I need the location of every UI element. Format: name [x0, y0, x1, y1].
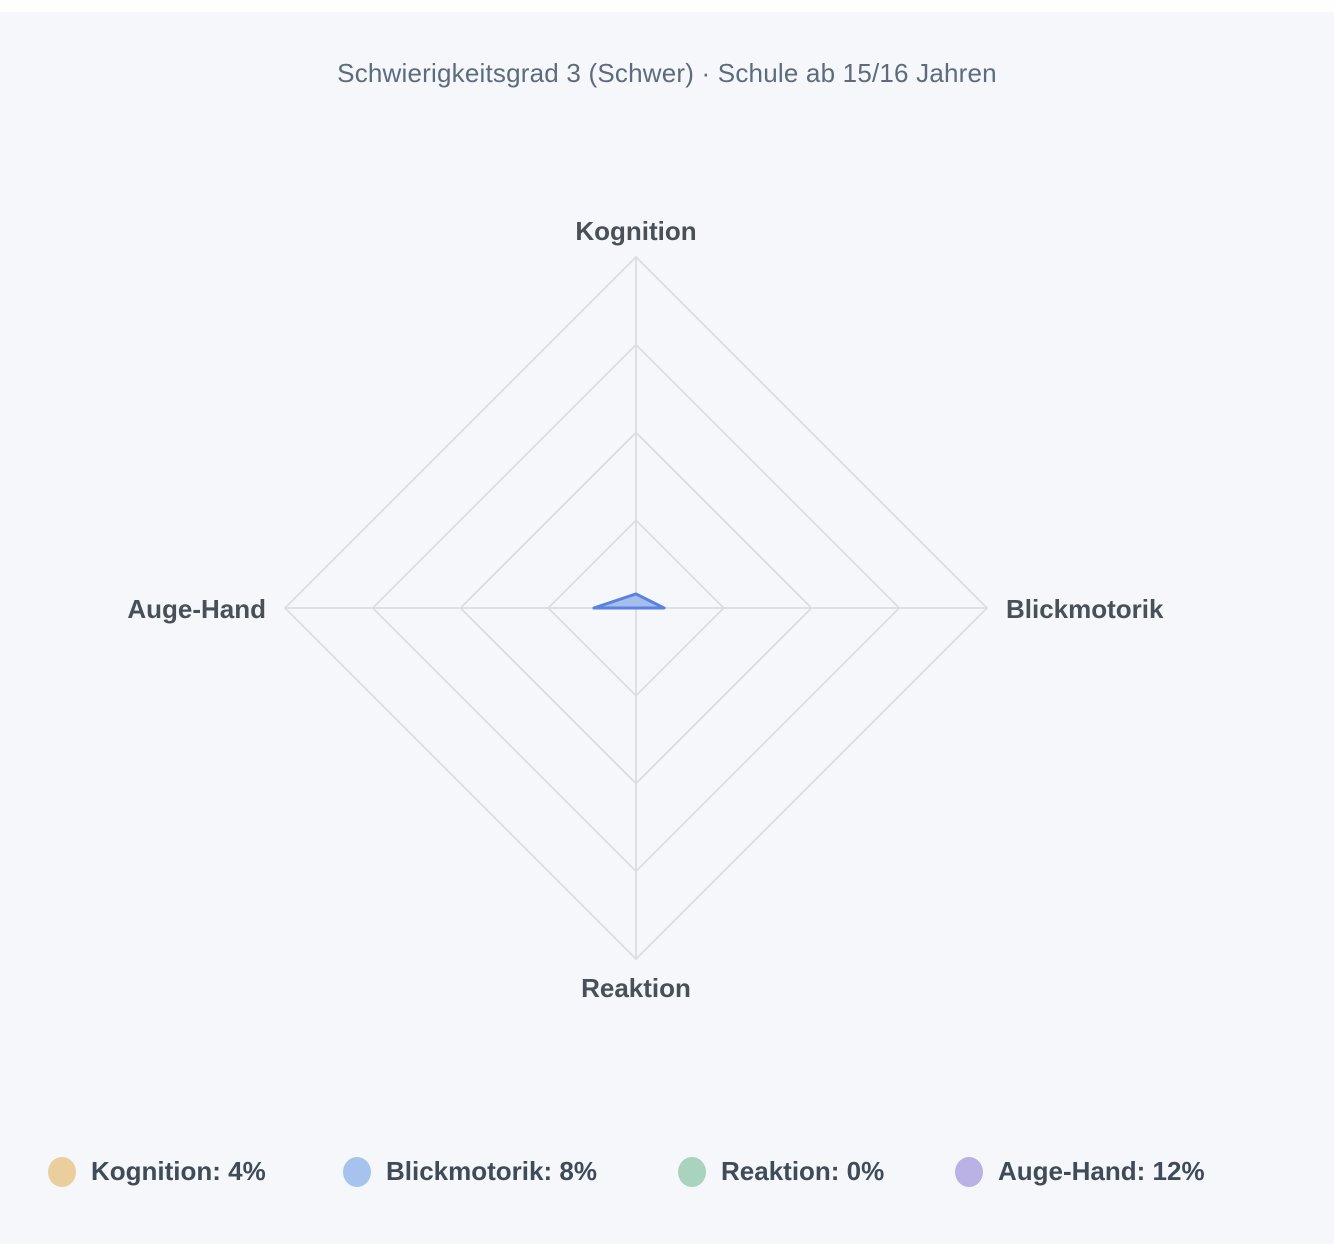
axis-label-reaktion: Reaktion [581, 973, 691, 1003]
legend-item-label: Reaktion: 0% [721, 1156, 885, 1186]
legend-item-label: Blickmotorik: 8% [386, 1156, 597, 1186]
axis-label-blickmotorik: Blickmotorik [1006, 594, 1164, 624]
legend-dot [678, 1156, 706, 1187]
legend-dot [955, 1156, 983, 1187]
legend-item-kognition: Kognition: 4% [48, 1156, 266, 1187]
legend-item-blickmotorik: Blickmotorik: 8% [343, 1156, 597, 1187]
legend-dot [48, 1156, 76, 1187]
legend-item-label: Auge-Hand: 12% [998, 1156, 1205, 1186]
top-strip [0, 0, 1334, 12]
legend-item-label: Kognition: 4% [91, 1156, 266, 1186]
legend-item-reaktion: Reaktion: 0% [678, 1156, 884, 1187]
legend-dot [343, 1156, 371, 1187]
radar-series-polygon [592, 592, 666, 610]
axis-label-auge-hand: Auge-Hand [127, 594, 266, 624]
axis-label-kognition: Kognition [575, 216, 697, 246]
legend-item-auge-hand: Auge-Hand: 12% [955, 1156, 1205, 1187]
chart-title: Schwierigkeitsgrad 3 (Schwer) · Schule a… [337, 58, 997, 88]
chart-legend: Kognition: 4% Blickmotorik: 8% Reaktion:… [0, 1156, 1334, 1194]
